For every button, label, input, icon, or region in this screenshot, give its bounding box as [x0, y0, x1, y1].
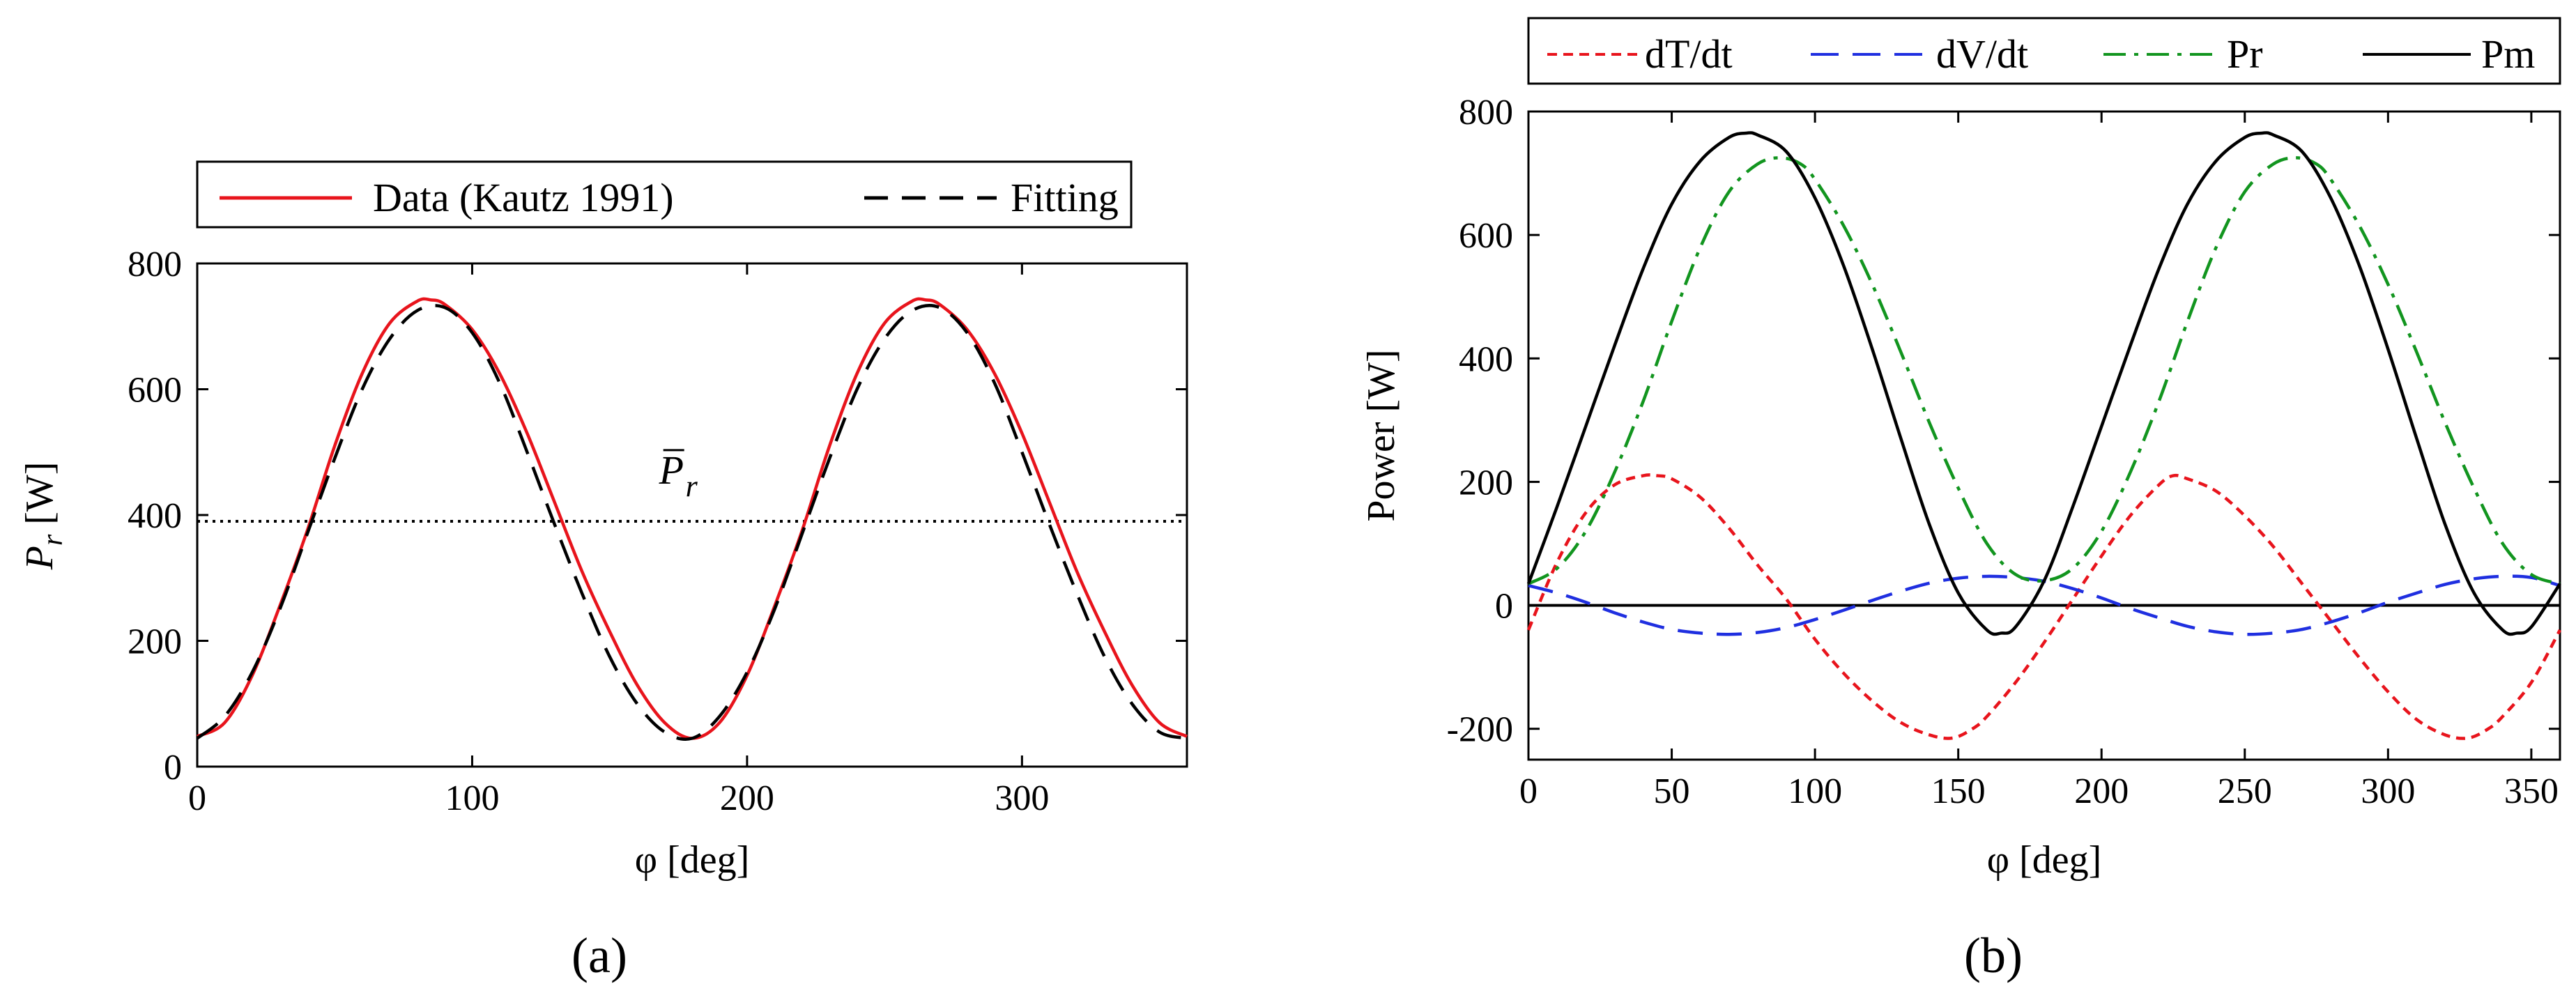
plot-b-series: [1526, 131, 2561, 740]
legend-b-label-Pr: Pr: [2227, 31, 2263, 77]
legend-b-box: [1527, 17, 2561, 85]
plot-a-ylabel-unit: [W]: [18, 462, 61, 535]
y-tick-label: 600: [1459, 216, 1513, 256]
y-tick-label: 600: [128, 371, 182, 410]
mean-power-annotation-symbol: P: [659, 447, 684, 493]
plot-b-xlabel: φ [deg]: [1987, 838, 2101, 882]
legend-b: dT/dt dV/dt Pr Pm: [1527, 17, 2561, 85]
x-tick-label: 200: [2074, 771, 2129, 811]
y-tick-label: 800: [1459, 93, 1513, 132]
series-line-2: [1527, 156, 2561, 585]
caption-b: (b): [1964, 928, 2023, 983]
y-tick-label: 200: [1459, 463, 1513, 502]
plot-a-frame: [196, 262, 1188, 768]
x-tick-label: 200: [720, 778, 774, 818]
legend-b-label-Pm: Pm: [2481, 31, 2535, 77]
plot-a-xlabel: φ [deg]: [635, 838, 749, 882]
series-line-1: [196, 304, 1188, 741]
y-tick-label: 0: [1495, 587, 1513, 627]
plot-b-ylabel: Power [W]: [1360, 349, 1403, 521]
panel-b: dT/dt dV/dt Pr Pm 0 50 100 150 200 250 300 350 -…: [1360, 17, 2561, 983]
x-tick-label: 150: [1931, 771, 1986, 811]
y-tick-label: 200: [128, 622, 182, 662]
plot-a-ticks: 0 100 200 300 0 200 400 600 800: [128, 245, 1187, 818]
x-tick-label: 250: [2218, 771, 2272, 811]
plot-a-ylabel-subscript: r: [37, 534, 69, 546]
y-tick-label: -200: [1447, 710, 1513, 750]
x-tick-label: 100: [1788, 771, 1842, 811]
x-tick-label: 0: [1519, 771, 1538, 811]
panel-a: Data (Kautz 1991) Fitting 0 100 200 300 0 200…: [18, 160, 1188, 983]
caption-a: (a): [572, 928, 627, 983]
plot-b-frame: [1527, 110, 2561, 761]
x-tick-label: 350: [2504, 771, 2559, 811]
x-tick-label: 300: [995, 778, 1049, 818]
plot-a-ylabel: Pr [W]: [18, 462, 69, 571]
legend-a-label-data: Data (Kautz 1991): [373, 175, 674, 220]
y-tick-label: 800: [128, 245, 182, 284]
x-tick-label: 50: [1654, 771, 1690, 811]
x-tick-label: 300: [2361, 771, 2415, 811]
series-line-0: [1526, 473, 2561, 740]
plot-a-series: [196, 297, 1188, 741]
x-tick-label: 100: [445, 778, 499, 818]
y-tick-label: 400: [128, 496, 182, 536]
legend-a: Data (Kautz 1991) Fitting: [196, 160, 1133, 229]
legend-a-box: [196, 160, 1133, 229]
series-line-0: [196, 297, 1188, 740]
legend-b-label-dTdt: dT/dt: [1645, 31, 1733, 77]
mean-power-annotation: P r: [659, 447, 698, 503]
legend-a-label-fitting: Fitting: [1011, 175, 1119, 220]
y-tick-label: 400: [1459, 339, 1513, 379]
legend-b-label-dVdt: dV/dt: [1936, 31, 2028, 77]
y-tick-label: 0: [164, 748, 182, 788]
plot-a-ylabel-symbol: P: [18, 546, 61, 570]
mean-power-annotation-subscript: r: [686, 469, 698, 503]
series-line-3: [1526, 131, 2561, 636]
x-tick-label: 0: [188, 778, 206, 818]
